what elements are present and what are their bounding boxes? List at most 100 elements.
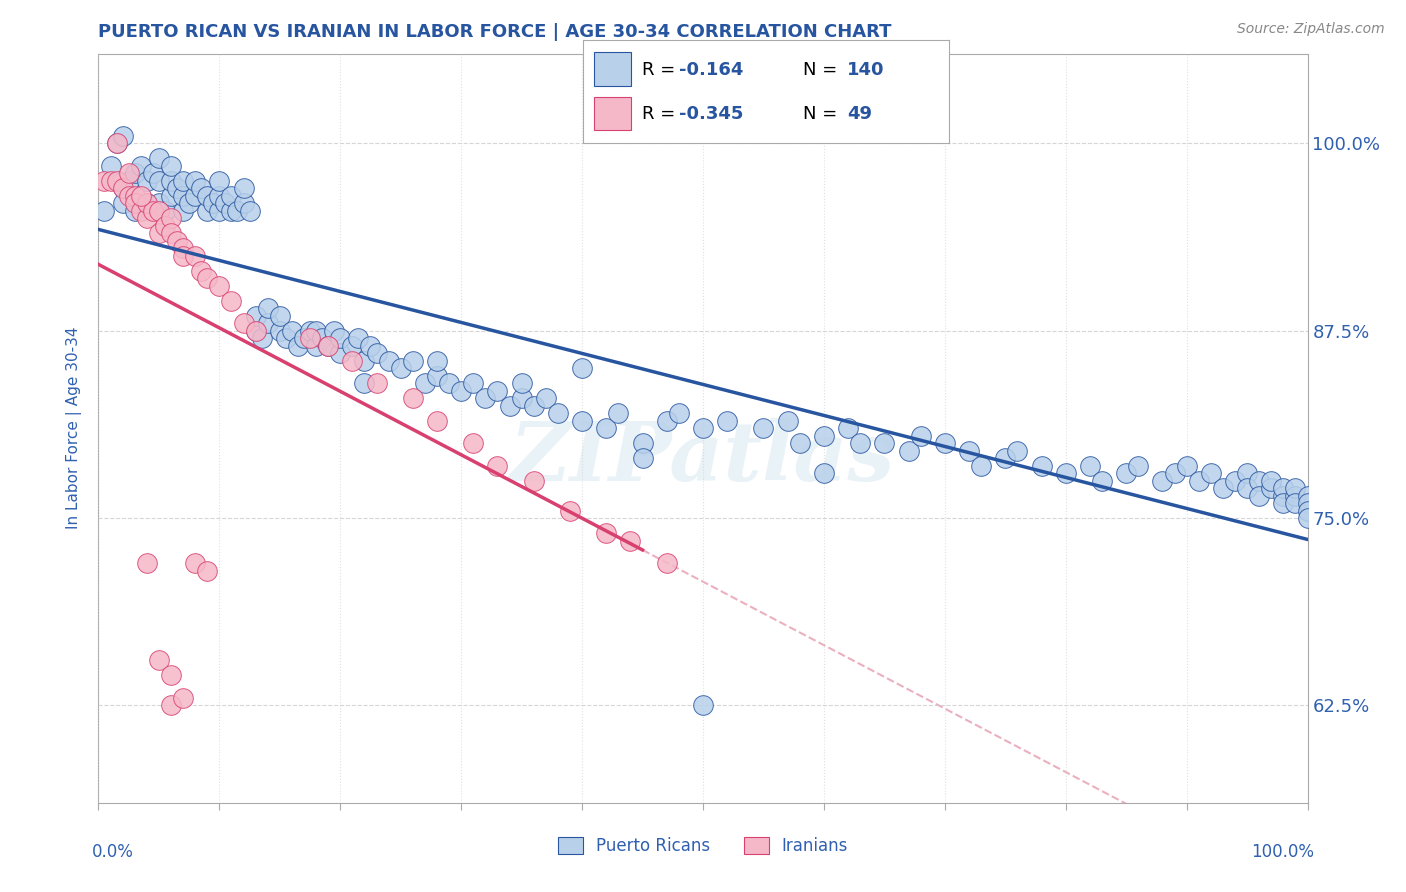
Text: 49: 49 xyxy=(846,105,872,123)
Point xyxy=(1199,466,1222,480)
Point xyxy=(245,309,267,323)
Point xyxy=(342,353,364,368)
Point xyxy=(1031,458,1053,473)
Point xyxy=(1296,489,1319,503)
Point xyxy=(195,271,218,285)
Point xyxy=(111,128,134,143)
Point xyxy=(366,346,388,360)
Point xyxy=(402,391,425,405)
Point xyxy=(389,361,412,376)
Point xyxy=(93,203,115,218)
Text: 140: 140 xyxy=(846,61,884,78)
Point xyxy=(849,436,872,450)
Point xyxy=(179,196,201,211)
Point xyxy=(299,331,322,345)
Point xyxy=(402,353,425,368)
Point xyxy=(135,211,157,226)
Point xyxy=(631,451,654,466)
Point xyxy=(208,278,231,293)
Point xyxy=(360,339,382,353)
Point xyxy=(486,458,509,473)
Point xyxy=(172,249,194,263)
Point xyxy=(208,174,231,188)
Point xyxy=(1296,511,1319,525)
Point xyxy=(208,203,231,218)
Point xyxy=(316,339,339,353)
Point xyxy=(135,196,157,211)
Point xyxy=(523,399,546,413)
Point xyxy=(510,391,533,405)
Text: -0.164: -0.164 xyxy=(679,61,742,78)
Point xyxy=(837,421,859,435)
Point xyxy=(105,136,128,151)
Point xyxy=(184,556,207,570)
Point xyxy=(190,264,212,278)
Point xyxy=(135,174,157,188)
Point xyxy=(571,414,593,428)
Point xyxy=(897,443,920,458)
Point xyxy=(148,653,170,667)
Point xyxy=(631,436,654,450)
Point xyxy=(111,196,134,211)
Point xyxy=(256,316,278,330)
Point xyxy=(970,458,993,473)
Point xyxy=(752,421,775,435)
Point xyxy=(789,436,811,450)
Text: 100.0%: 100.0% xyxy=(1251,843,1315,861)
Point xyxy=(813,466,835,480)
Point xyxy=(1284,481,1306,495)
Point xyxy=(366,376,388,391)
Point xyxy=(1260,481,1282,495)
Point xyxy=(873,436,896,450)
Point xyxy=(184,174,207,188)
Point xyxy=(534,391,557,405)
Point xyxy=(1007,443,1029,458)
Point xyxy=(160,698,183,713)
Point xyxy=(329,331,352,345)
Point xyxy=(655,414,678,428)
Point xyxy=(558,503,581,517)
Point xyxy=(221,203,243,218)
Point xyxy=(426,414,449,428)
Text: 0.0%: 0.0% xyxy=(91,843,134,861)
Point xyxy=(142,203,165,218)
Point xyxy=(118,174,141,188)
Point xyxy=(716,414,738,428)
Point xyxy=(124,189,146,203)
Point xyxy=(1152,474,1174,488)
Y-axis label: In Labor Force | Age 30-34: In Labor Force | Age 30-34 xyxy=(66,326,83,530)
Point xyxy=(135,196,157,211)
Point xyxy=(655,556,678,570)
Point xyxy=(111,181,134,195)
Point xyxy=(299,324,322,338)
Point xyxy=(1296,496,1319,510)
Text: N =: N = xyxy=(803,105,842,123)
Point xyxy=(426,368,449,383)
Point xyxy=(377,353,399,368)
Point xyxy=(281,324,304,338)
Point xyxy=(994,451,1017,466)
Point xyxy=(1212,481,1234,495)
Point xyxy=(813,428,835,442)
Point xyxy=(184,189,207,203)
Text: N =: N = xyxy=(803,61,842,78)
Point xyxy=(245,324,267,338)
Point xyxy=(166,181,188,195)
Point xyxy=(353,376,375,391)
Point xyxy=(124,203,146,218)
Point xyxy=(1249,474,1271,488)
Point xyxy=(160,159,183,173)
Point xyxy=(172,690,194,705)
Point xyxy=(1284,489,1306,503)
Point xyxy=(463,376,485,391)
Point xyxy=(413,376,436,391)
Point xyxy=(498,399,520,413)
Point xyxy=(232,196,254,211)
Point xyxy=(160,211,183,226)
Point xyxy=(1054,466,1077,480)
Point xyxy=(1236,481,1258,495)
Point xyxy=(208,189,231,203)
Point xyxy=(172,189,194,203)
Point xyxy=(172,241,194,255)
Point xyxy=(1128,458,1150,473)
